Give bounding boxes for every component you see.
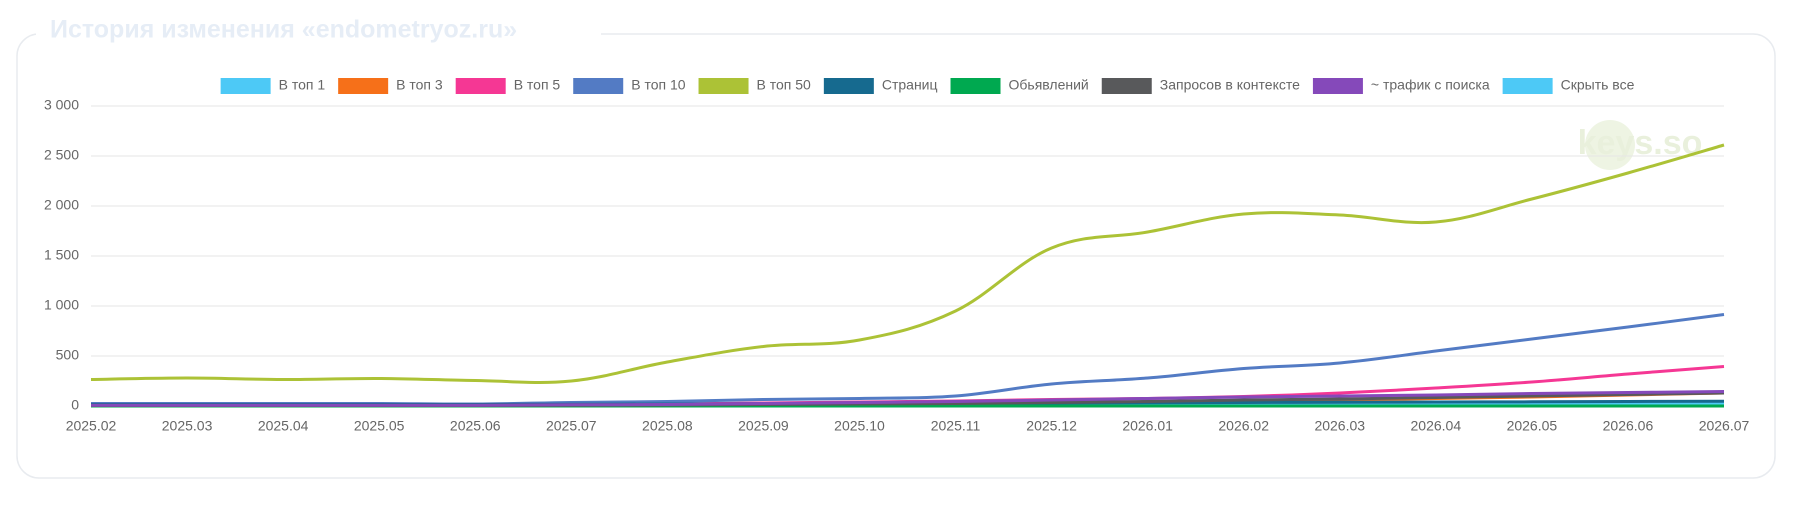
legend-label[interactable]: В топ 50 [757,77,812,93]
legend-label[interactable]: В топ 5 [514,77,561,93]
y-tick-label: 1 000 [44,297,79,313]
y-tick-label: 1 500 [44,247,79,263]
x-tick-label: 2025.11 [931,418,981,434]
card-title: История изменения «endometryoz.ru» [50,16,517,44]
legend-swatch[interactable] [220,78,271,94]
legend-swatch[interactable] [950,78,1001,94]
legend-swatch[interactable] [823,78,874,94]
y-tick-label: 0 [71,397,79,413]
x-tick-label: 2025.04 [258,418,309,434]
x-tick-label: 2026.05 [1507,418,1558,434]
x-tick-label: 2025.09 [738,418,789,434]
legend-label[interactable]: ~ трафик с поиска [1371,77,1490,93]
legend-label[interactable]: Запросов в контексте [1160,77,1300,93]
y-tick-label: 3 000 [44,97,79,113]
series-line [91,390,1725,407]
legend-swatch[interactable] [1502,78,1553,94]
legend-label[interactable]: В топ 3 [396,77,443,93]
x-tick-label: 2026.06 [1603,418,1654,434]
x-tick-label: 2025.10 [834,418,885,434]
legend-swatch[interactable] [573,78,624,94]
x-tick-label: 2026.07 [1699,418,1750,434]
x-tick-label: 2026.03 [1314,418,1365,434]
legend-label[interactable]: Страниц [882,77,938,93]
x-tick-label: 2025.03 [162,418,213,434]
series-line [90,143,1725,384]
y-tick-label: 2 500 [44,147,79,163]
x-tick-label: 2025.05 [354,418,405,434]
legend-swatch[interactable] [1312,78,1363,94]
watermark-logo [1585,120,1635,170]
x-tick-label: 2025.02 [66,418,117,434]
y-tick-label: 500 [56,347,80,363]
x-tick-label: 2025.12 [1026,418,1077,434]
legend-label[interactable]: Обьявлений [1009,77,1089,93]
x-tick-label: 2026.04 [1411,418,1462,434]
legend-swatch[interactable] [338,78,389,94]
x-tick-label: 2025.07 [546,418,597,434]
legend-label[interactable]: Скрыть все [1561,77,1635,93]
x-tick-label: 2026.01 [1122,418,1173,434]
legend-swatch[interactable] [698,78,749,94]
x-tick-label: 2026.02 [1218,418,1269,434]
x-tick-label: 2025.06 [450,418,501,434]
legend-swatch[interactable] [455,78,506,94]
legend-label[interactable]: В топ 10 [631,77,686,93]
legend-swatch[interactable] [1101,78,1152,94]
y-tick-label: 2 000 [44,197,79,213]
title-gap [36,16,601,50]
legend-label[interactable]: В топ 1 [279,77,326,93]
x-tick-label: 2025.08 [642,418,693,434]
